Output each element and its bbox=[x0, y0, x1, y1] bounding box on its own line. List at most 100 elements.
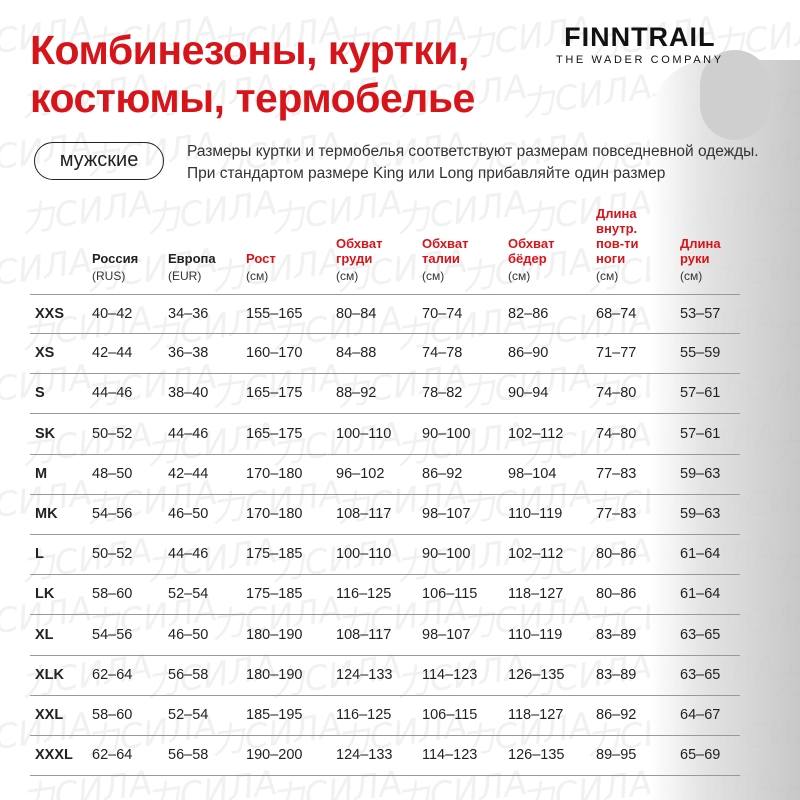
size-label: S bbox=[35, 385, 45, 402]
title-line: костюмы, термобелье bbox=[30, 75, 475, 121]
table-cell: 48–50 bbox=[92, 465, 133, 482]
table-cell: 53–57 bbox=[680, 306, 721, 322]
size-label: XXS bbox=[35, 306, 65, 322]
title-line: Комбинезоны, куртки, bbox=[30, 27, 469, 73]
table-cell: 61–64 bbox=[680, 586, 721, 603]
table-cell: 160–170 bbox=[246, 345, 303, 362]
logo-tagline: THE WADER COMPANY bbox=[556, 54, 724, 66]
table-cell: 74–78 bbox=[422, 345, 463, 362]
table-cell: 57–61 bbox=[680, 425, 721, 442]
table-cell: 90–100 bbox=[422, 425, 471, 442]
table-cell: 57–61 bbox=[680, 385, 721, 402]
column-header: Длина внутр. пов-ти ноги (см) bbox=[596, 206, 666, 284]
column-unit: (см) bbox=[336, 269, 359, 283]
table-cell: 170–180 bbox=[246, 465, 303, 482]
table-cell: 165–175 bbox=[246, 425, 303, 442]
watermark-text: 力СИЛА bbox=[518, 66, 655, 125]
table-row: M 48–50 42–44 170–180 96–102 86–92 98–104 77–83… bbox=[30, 455, 740, 495]
table-cell: 54–56 bbox=[92, 626, 133, 643]
column-unit: (EUR) bbox=[168, 269, 202, 283]
category-badge: мужские bbox=[34, 142, 164, 180]
table-cell: 77–83 bbox=[596, 506, 637, 522]
table-cell: 62–64 bbox=[92, 747, 133, 764]
table-cell: 89–95 bbox=[596, 747, 637, 764]
table-cell: 46–50 bbox=[168, 506, 209, 522]
table-cell: 46–50 bbox=[168, 626, 209, 643]
table-row: XXXL 62–64 56–58 190–200 124–133 114–123 126–1… bbox=[30, 736, 740, 777]
column-header: Россия (RUS) bbox=[92, 210, 152, 284]
table-cell: 124–133 bbox=[336, 747, 393, 764]
table-cell: 50–52 bbox=[92, 425, 133, 442]
table-cell: 80–86 bbox=[596, 586, 637, 603]
table-row: XL 54–56 46–50 180–190 108–117 98–107 110–119 8… bbox=[30, 616, 740, 656]
column-unit: (см) bbox=[680, 269, 703, 283]
column-header: Обхват груди (см) bbox=[336, 210, 396, 284]
table-cell: 88–92 bbox=[336, 385, 377, 402]
table-cell: 116–125 bbox=[336, 707, 392, 723]
column-unit: (см) bbox=[422, 269, 445, 283]
table-cell: 106–115 bbox=[422, 586, 478, 603]
size-note: Размеры куртки и термобелья соответствую… bbox=[187, 143, 759, 182]
table-cell: 62–64 bbox=[92, 666, 133, 683]
column-label: Длина руки bbox=[680, 236, 721, 266]
column-label: Обхват талии bbox=[422, 236, 469, 266]
table-row: SK 50–52 44–46 165–175 100–110 90–100 102–112 7… bbox=[30, 415, 740, 455]
table-cell: 71–77 bbox=[596, 345, 637, 362]
table-cell: 116–125 bbox=[336, 586, 392, 603]
table-cell: 63–65 bbox=[680, 626, 721, 643]
table-cell: 100–110 bbox=[336, 425, 392, 442]
table-cell: 80–86 bbox=[596, 546, 637, 563]
column-label: Европа bbox=[168, 251, 216, 266]
table-cell: 98–107 bbox=[422, 506, 471, 522]
table-cell: 170–180 bbox=[246, 506, 303, 522]
table-cell: 44–46 bbox=[92, 385, 133, 402]
table-cell: 77–83 bbox=[596, 465, 637, 482]
table-cell: 114–123 bbox=[422, 666, 478, 683]
size-label: MK bbox=[35, 506, 58, 522]
table-cell: 190–200 bbox=[246, 747, 303, 764]
table-cell: 110–119 bbox=[508, 506, 563, 522]
table-cell: 78–82 bbox=[422, 385, 463, 402]
table-cell: 52–54 bbox=[168, 586, 209, 603]
table-cell: 175–185 bbox=[246, 586, 303, 603]
table-cell: 175–185 bbox=[246, 546, 303, 563]
table-cell: 84–88 bbox=[336, 345, 377, 362]
table-cell: 86–90 bbox=[508, 345, 549, 362]
column-label: Россия bbox=[92, 251, 139, 266]
table-cell: 52–54 bbox=[168, 707, 209, 723]
table-cell: 61–64 bbox=[680, 546, 721, 563]
table-cell: 90–100 bbox=[422, 546, 471, 563]
size-label: XLK bbox=[35, 666, 64, 683]
table-cell: 50–52 bbox=[92, 546, 133, 563]
table-row: L 50–52 44–46 175–185 100–110 90–100 102–112 80… bbox=[30, 535, 740, 576]
table-cell: 114–123 bbox=[422, 747, 478, 764]
table-cell: 65–69 bbox=[680, 747, 721, 764]
table-row: XXL 58–60 52–54 185–195 116–125 106–115 118–12… bbox=[30, 696, 740, 736]
table-cell: 58–60 bbox=[92, 586, 133, 603]
size-label: XS bbox=[35, 345, 55, 362]
column-header: Обхват талии (см) bbox=[422, 210, 482, 284]
watermark-text: 力СИЛА bbox=[0, 240, 95, 299]
table-cell: 83–89 bbox=[596, 626, 637, 643]
table-cell: 42–44 bbox=[92, 345, 133, 362]
table-cell: 110–119 bbox=[508, 626, 563, 643]
table-cell: 185–195 bbox=[246, 707, 303, 723]
table-cell: 83–89 bbox=[596, 666, 637, 683]
table-cell: 42–44 bbox=[168, 465, 209, 482]
column-unit: (см) bbox=[596, 269, 619, 283]
table-row: XLK 62–64 56–58 180–190 124–133 114–123 126–13… bbox=[30, 656, 740, 696]
model-photo bbox=[650, 50, 800, 800]
table-cell: 165–175 bbox=[246, 385, 303, 402]
table-row: XXS 40–42 34–36 155–165 80–84 70–74 82–86 68–74… bbox=[30, 294, 740, 334]
table-cell: 98–104 bbox=[508, 465, 557, 482]
column-header: Европа (EUR) bbox=[168, 210, 228, 284]
table-cell: 118–127 bbox=[508, 586, 564, 603]
size-label: L bbox=[35, 546, 44, 563]
table-row: S 44–46 38–40 165–175 88–92 78–82 90–94 74–80 57… bbox=[30, 374, 740, 415]
size-label: XXL bbox=[35, 707, 64, 723]
column-unit: (см) bbox=[246, 269, 269, 283]
column-unit: (RUS) bbox=[92, 269, 126, 283]
logo-brand: FINNTRAIL bbox=[564, 22, 716, 52]
table-cell: 98–107 bbox=[422, 626, 471, 643]
table-cell: 80–84 bbox=[336, 306, 377, 322]
